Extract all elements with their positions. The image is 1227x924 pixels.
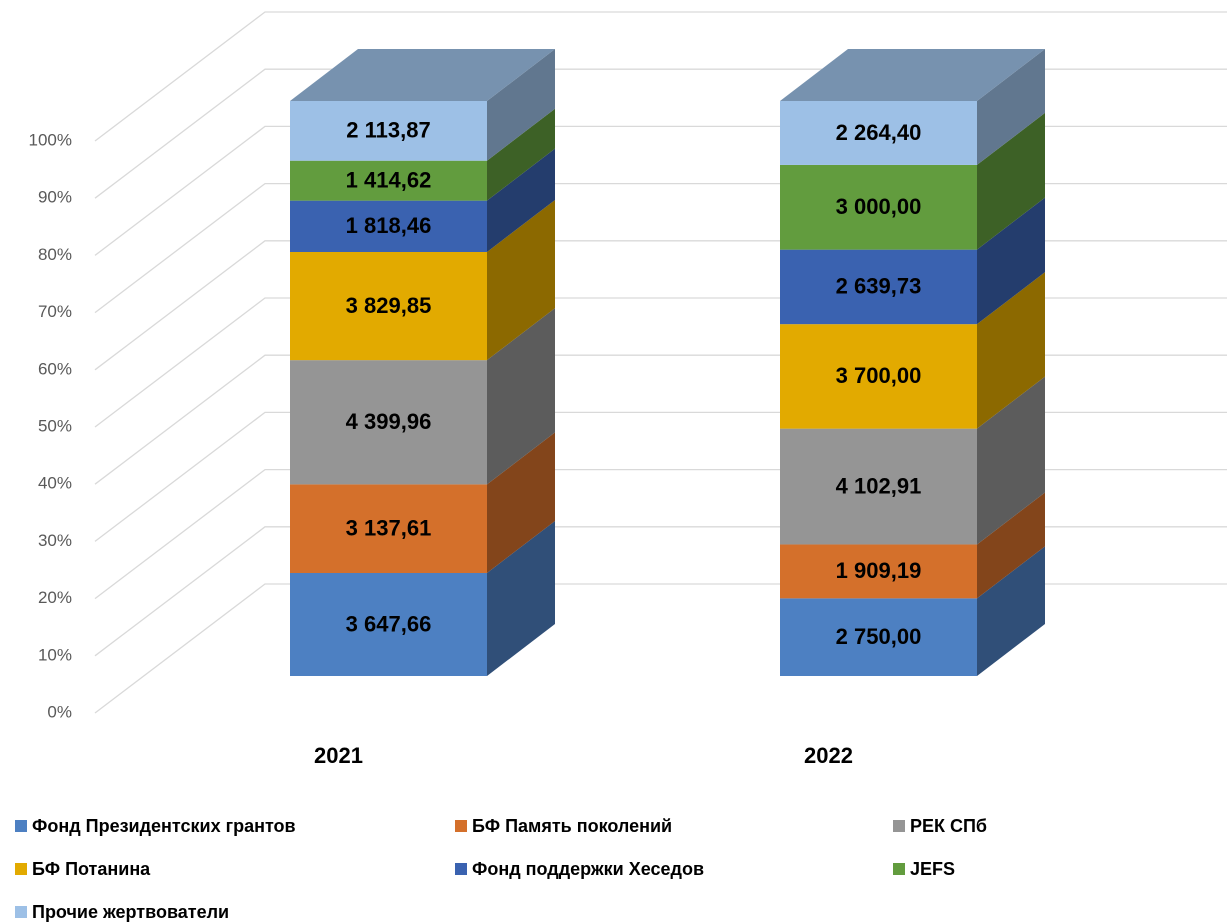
bar-top <box>780 49 1045 101</box>
legend-label: Прочие жертвователи <box>32 902 229 922</box>
bar-side <box>977 376 1045 545</box>
bar-side <box>977 492 1045 599</box>
legend-swatch <box>15 906 27 918</box>
bar-segment <box>780 598 977 676</box>
legend-swatch <box>893 863 905 875</box>
bar-side <box>487 520 555 676</box>
legend-swatch <box>455 820 467 832</box>
y-tick-label: 40% <box>38 474 72 493</box>
legend-swatch <box>15 820 27 832</box>
y-tick-label: 30% <box>38 531 72 550</box>
grid-line <box>94 125 1227 256</box>
y-tick-label: 20% <box>38 588 72 607</box>
data-label: 2 113,87 <box>346 118 430 143</box>
bar-segment <box>780 428 977 545</box>
data-label: 3 829,85 <box>346 293 432 318</box>
grid-line <box>94 68 1227 199</box>
bar-segment <box>780 249 977 325</box>
grid-line <box>94 182 1227 314</box>
y-tick-label: 10% <box>38 645 72 664</box>
grid-line <box>94 354 1227 485</box>
bar-segment <box>290 160 487 201</box>
x-tick-label: 2022 <box>804 743 853 768</box>
y-tick-label: 80% <box>38 245 72 264</box>
legend-label: БФ Потанина <box>32 859 151 879</box>
bar-side <box>977 546 1045 676</box>
bar-side <box>487 432 555 573</box>
data-label: 1 414,62 <box>346 167 432 192</box>
bar-side <box>487 199 555 361</box>
data-label: 2 639,73 <box>836 274 922 299</box>
y-tick-label: 0% <box>47 702 72 721</box>
data-label: 4 399,96 <box>346 409 432 434</box>
legend-label: РЕК СПб <box>910 816 987 836</box>
bar-side <box>487 108 555 201</box>
legend-swatch <box>893 820 905 832</box>
grid-line <box>94 11 1227 142</box>
y-tick-label: 50% <box>38 416 72 435</box>
bar-segment <box>780 324 977 429</box>
data-label: 2 264,40 <box>836 120 922 145</box>
x-tick-label: 2021 <box>314 743 363 768</box>
bar-segment <box>780 101 977 165</box>
grid-line <box>94 583 1227 714</box>
legend-swatch <box>455 863 467 875</box>
y-tick-label: 70% <box>38 302 72 321</box>
data-label: 4 102,91 <box>836 473 922 498</box>
legend-swatch <box>15 863 27 875</box>
bar-side <box>487 148 555 252</box>
bar-side <box>977 49 1045 165</box>
y-tick-label: 60% <box>38 359 72 378</box>
y-tick-label: 90% <box>38 188 72 207</box>
data-label: 2 750,00 <box>836 624 922 649</box>
grid-line <box>94 468 1227 600</box>
legend-label: Фонд Президентских грантов <box>32 816 296 836</box>
bar-segment <box>290 251 487 361</box>
bar-segment <box>290 101 487 161</box>
legend-label: Фонд поддержки Хеседов <box>472 859 704 879</box>
bar-segment <box>290 572 487 676</box>
data-label: 1 818,46 <box>346 213 432 238</box>
data-label: 3 137,61 <box>346 516 432 541</box>
bar-segment <box>780 544 977 599</box>
legend-label: JEFS <box>910 859 955 879</box>
y-tick-label: 100% <box>29 130 72 149</box>
legend-label: БФ Память поколений <box>472 816 672 836</box>
bar-side <box>977 272 1045 429</box>
bar-side <box>487 308 555 485</box>
grid-line <box>94 526 1227 657</box>
grid-line <box>94 411 1227 542</box>
bar-side <box>977 112 1045 250</box>
bar-segment <box>780 164 977 250</box>
bar-side <box>977 197 1045 325</box>
bar-top <box>290 49 555 101</box>
data-label: 1 909,19 <box>836 558 922 583</box>
data-label: 3 700,00 <box>836 363 922 388</box>
bar-segment <box>290 484 487 573</box>
grid-line <box>94 297 1227 428</box>
data-label: 3 647,66 <box>346 611 432 636</box>
bar-segment <box>290 200 487 252</box>
grid-line <box>94 240 1227 371</box>
bar-side <box>487 49 555 161</box>
bar-segment <box>290 360 487 485</box>
data-label: 3 000,00 <box>836 194 922 219</box>
